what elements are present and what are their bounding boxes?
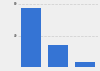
Bar xyxy=(75,62,95,67)
Bar xyxy=(21,8,41,67)
Bar xyxy=(48,45,68,67)
